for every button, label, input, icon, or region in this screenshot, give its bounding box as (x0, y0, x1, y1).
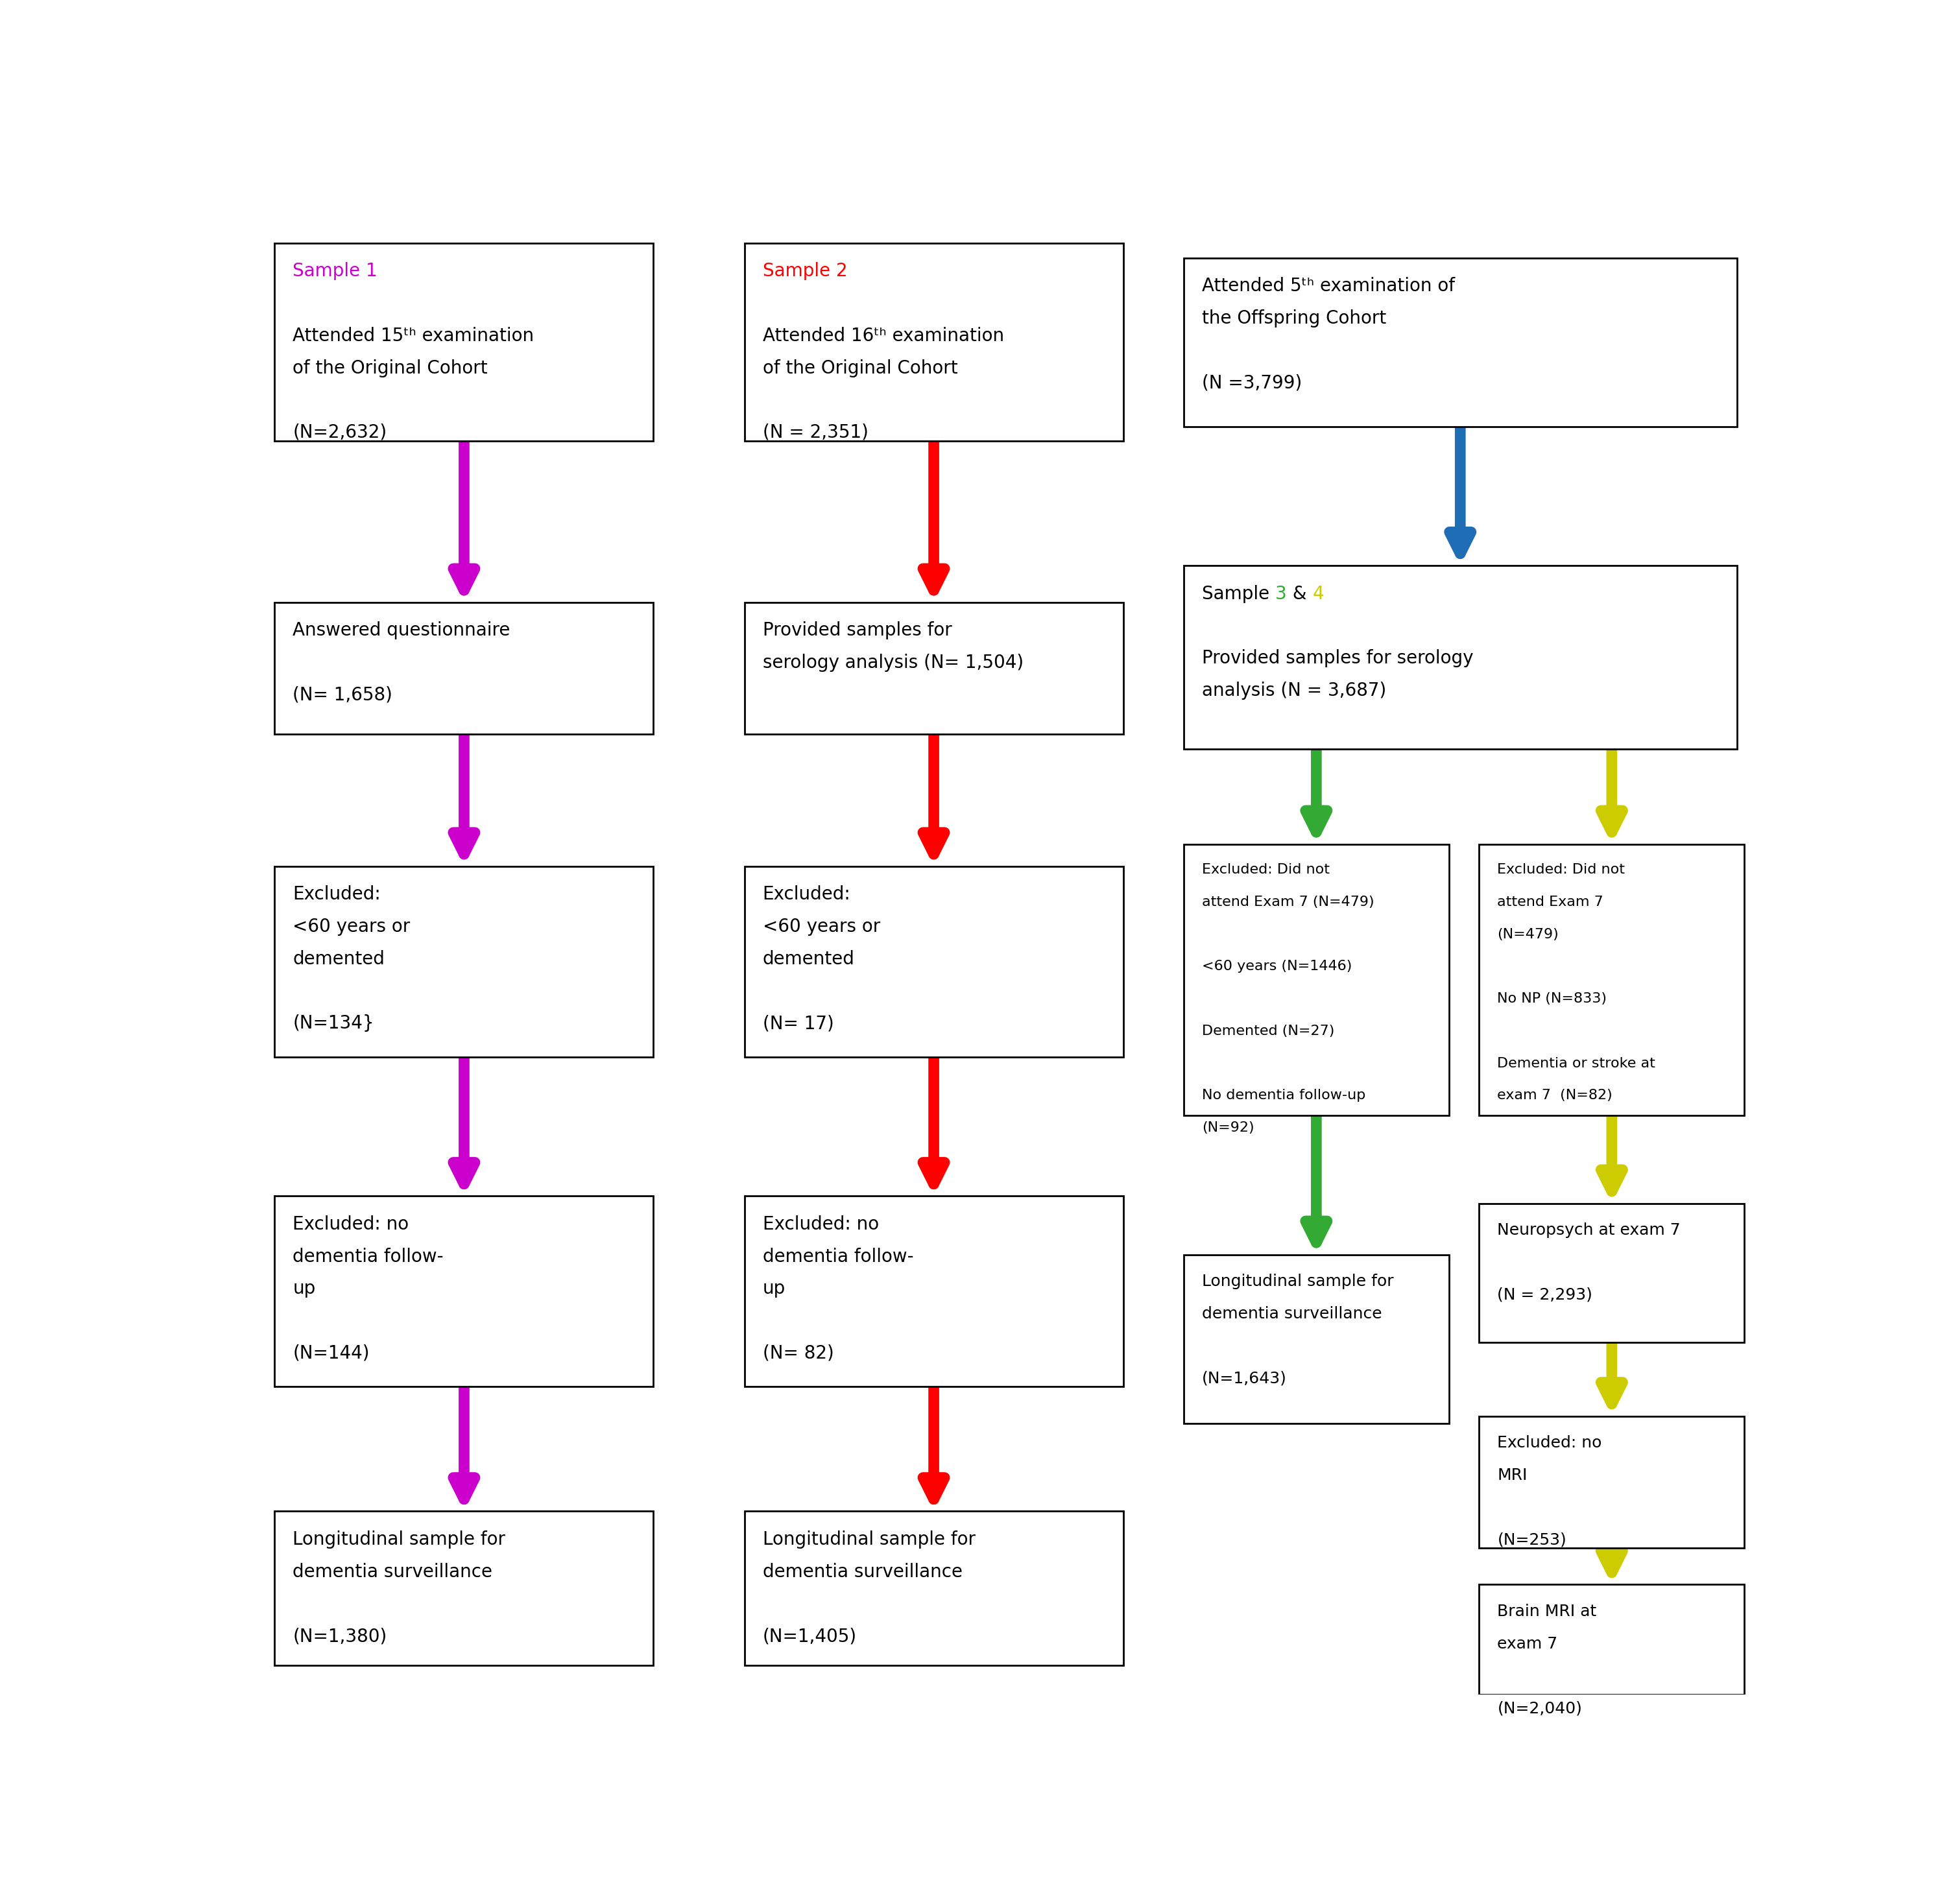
FancyBboxPatch shape (745, 1512, 1122, 1666)
Text: the Offspring Cohort: the Offspring Cohort (1202, 308, 1386, 327)
FancyBboxPatch shape (1183, 257, 1736, 426)
Text: Longitudinal sample for: Longitudinal sample for (1202, 1274, 1394, 1289)
Text: Excluded: no: Excluded: no (762, 1215, 878, 1234)
Text: (N=253): (N=253) (1498, 1533, 1566, 1548)
Text: Excluded: Did not: Excluded: Did not (1498, 863, 1625, 876)
Text: Excluded: no: Excluded: no (293, 1215, 409, 1234)
Text: exam 7  (N=82): exam 7 (N=82) (1498, 1089, 1613, 1102)
Text: Excluded: no: Excluded: no (1498, 1436, 1601, 1451)
Text: dementia surveillance: dementia surveillance (1202, 1306, 1382, 1321)
Text: (N=134}: (N=134} (293, 1015, 373, 1032)
Text: exam 7: exam 7 (1498, 1636, 1558, 1651)
Text: Sample: Sample (1202, 585, 1275, 604)
Text: <60 years or: <60 years or (293, 918, 411, 935)
FancyBboxPatch shape (1480, 1417, 1744, 1548)
Text: Excluded:: Excluded: (762, 885, 850, 902)
Text: up: up (762, 1279, 786, 1299)
Text: dementia follow-: dementia follow- (762, 1247, 913, 1266)
Text: 3: 3 (1275, 585, 1286, 604)
Text: Demented (N=27): Demented (N=27) (1202, 1024, 1335, 1038)
Text: (N=2,040): (N=2,040) (1498, 1700, 1582, 1716)
Text: (N = 2,351): (N = 2,351) (762, 423, 868, 442)
FancyBboxPatch shape (1480, 1203, 1744, 1342)
Text: Brain MRI at: Brain MRI at (1498, 1603, 1597, 1618)
Text: (N = 2,293): (N = 2,293) (1498, 1287, 1593, 1302)
Text: of the Original Cohort: of the Original Cohort (762, 360, 958, 377)
Text: (N= 82): (N= 82) (762, 1344, 833, 1363)
Text: Neuropsych at exam 7: Neuropsych at exam 7 (1498, 1222, 1681, 1238)
Text: (N=144): (N=144) (293, 1344, 369, 1363)
Text: Excluded: Did not: Excluded: Did not (1202, 863, 1329, 876)
Text: Sample 1: Sample 1 (293, 263, 377, 280)
Text: No NP (N=833): No NP (N=833) (1498, 992, 1607, 1005)
FancyBboxPatch shape (274, 1196, 653, 1386)
Text: of the Original Cohort: of the Original Cohort (293, 360, 489, 377)
Text: <60 years or: <60 years or (762, 918, 880, 935)
FancyBboxPatch shape (1183, 1255, 1449, 1424)
Text: (N=479): (N=479) (1498, 927, 1558, 941)
Text: &: & (1286, 585, 1312, 604)
FancyBboxPatch shape (1480, 843, 1744, 1116)
Text: (N= 1,658): (N= 1,658) (293, 685, 393, 704)
Text: <60 years (N=1446): <60 years (N=1446) (1202, 960, 1353, 973)
Text: dementia follow-: dementia follow- (293, 1247, 444, 1266)
Text: 4: 4 (1312, 585, 1324, 604)
FancyBboxPatch shape (274, 602, 653, 735)
Text: Dementia or stroke at: Dementia or stroke at (1498, 1057, 1656, 1070)
Text: Provided samples for: Provided samples for (762, 621, 952, 640)
Text: Attended 5ᵗʰ examination of: Attended 5ᵗʰ examination of (1202, 276, 1455, 295)
Text: attend Exam 7: attend Exam 7 (1498, 895, 1603, 908)
Text: Provided samples for serology: Provided samples for serology (1202, 649, 1474, 668)
Text: attend Exam 7 (N=479): attend Exam 7 (N=479) (1202, 895, 1374, 908)
FancyBboxPatch shape (274, 1512, 653, 1666)
Text: Excluded:: Excluded: (293, 885, 381, 902)
Text: (N=1,405): (N=1,405) (762, 1628, 856, 1645)
Text: (N =3,799): (N =3,799) (1202, 373, 1302, 392)
Text: demented: demented (762, 950, 854, 967)
Text: serology analysis (N= 1,504): serology analysis (N= 1,504) (762, 653, 1022, 672)
FancyBboxPatch shape (274, 866, 653, 1057)
Text: MRI: MRI (1498, 1468, 1527, 1483)
Text: No dementia follow-up: No dementia follow-up (1202, 1089, 1367, 1102)
Text: Attended 15ᵗʰ examination: Attended 15ᵗʰ examination (293, 327, 534, 345)
Text: dementia surveillance: dementia surveillance (293, 1563, 493, 1580)
Text: Attended 16ᵗʰ examination: Attended 16ᵗʰ examination (762, 327, 1005, 345)
Text: dementia surveillance: dementia surveillance (762, 1563, 962, 1580)
Text: (N=1,380): (N=1,380) (293, 1628, 387, 1645)
FancyBboxPatch shape (1480, 1584, 1744, 1695)
FancyBboxPatch shape (1183, 843, 1449, 1116)
FancyBboxPatch shape (274, 244, 653, 442)
Text: (N=92): (N=92) (1202, 1121, 1255, 1135)
Text: (N=2,632): (N=2,632) (293, 423, 387, 442)
FancyBboxPatch shape (745, 1196, 1122, 1386)
Text: Sample 2: Sample 2 (762, 263, 847, 280)
Text: (N=1,643): (N=1,643) (1202, 1371, 1286, 1386)
Text: demented: demented (293, 950, 385, 967)
Text: Longitudinal sample for: Longitudinal sample for (293, 1531, 506, 1548)
FancyBboxPatch shape (745, 244, 1122, 442)
Text: Answered questionnaire: Answered questionnaire (293, 621, 510, 640)
Text: (N= 17): (N= 17) (762, 1015, 833, 1032)
Text: up: up (293, 1279, 315, 1299)
FancyBboxPatch shape (745, 602, 1122, 735)
Text: analysis (N = 3,687): analysis (N = 3,687) (1202, 682, 1386, 699)
Text: Longitudinal sample for: Longitudinal sample for (762, 1531, 976, 1548)
FancyBboxPatch shape (745, 866, 1122, 1057)
FancyBboxPatch shape (1183, 565, 1736, 748)
